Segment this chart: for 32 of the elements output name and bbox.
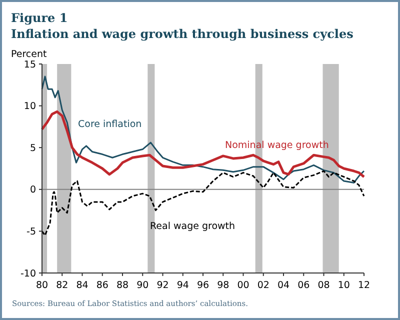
x-tick-label: 02 bbox=[257, 280, 270, 291]
x-tick-label: 04 bbox=[277, 280, 290, 291]
x-tick-label: 98 bbox=[217, 280, 230, 291]
line-series bbox=[41, 170, 365, 236]
line-series bbox=[41, 76, 365, 184]
series-label: Core inflation bbox=[78, 119, 142, 130]
x-tick-label: 06 bbox=[298, 280, 310, 291]
y-tick-label: 15 bbox=[24, 59, 36, 70]
y-axis-title: Percent bbox=[11, 49, 48, 60]
x-tick-label: 12 bbox=[358, 280, 370, 291]
y-tick-label: 0 bbox=[30, 184, 36, 196]
y-tick-label: 10 bbox=[24, 101, 36, 112]
chart-title: Figure 1 bbox=[11, 11, 68, 25]
x-tick-label: 92 bbox=[156, 280, 169, 291]
chart-subtitle: Inflation and wage growth through business cycles bbox=[11, 27, 354, 41]
x-tick-label: 88 bbox=[116, 280, 129, 291]
x-tick-label: 90 bbox=[136, 280, 149, 291]
x-tick-label: 96 bbox=[196, 280, 210, 291]
series-label: Nominal wage growth bbox=[225, 140, 329, 151]
x-tick-label: 00 bbox=[237, 280, 250, 291]
x-tick-label: 82 bbox=[56, 280, 68, 291]
x-tick-label: 80 bbox=[36, 280, 48, 291]
x-tick-label: 86 bbox=[96, 280, 108, 291]
x-tick-label: 10 bbox=[338, 280, 350, 291]
y-tick-label: 5 bbox=[30, 142, 36, 154]
y-tick-label: -5 bbox=[26, 226, 36, 238]
series-label: Real wage growth bbox=[150, 221, 236, 232]
x-tick-label: 08 bbox=[318, 280, 330, 291]
y-tick-label: -10 bbox=[20, 268, 36, 280]
x-tick-label: 94 bbox=[176, 280, 189, 291]
x-tick-label: 84 bbox=[76, 280, 88, 291]
line-series bbox=[40, 110, 366, 178]
